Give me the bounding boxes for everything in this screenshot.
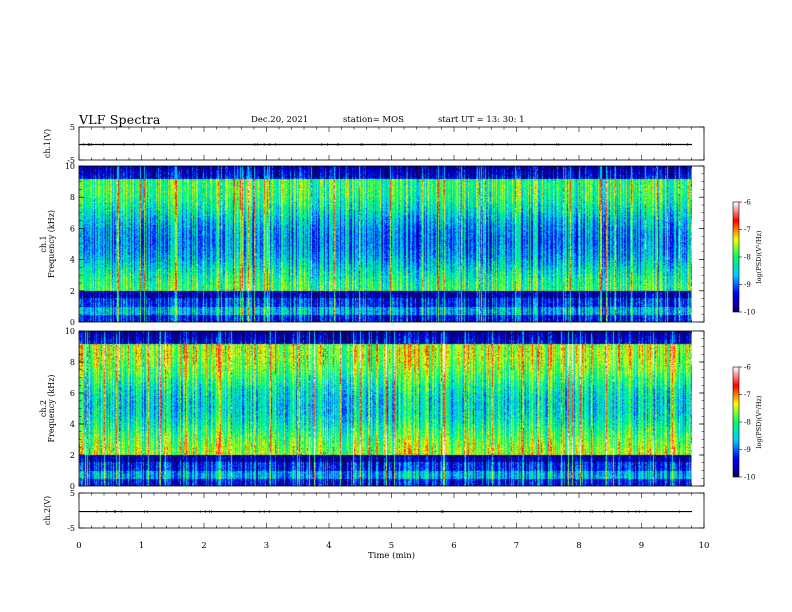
colorbar-tick-label: -6 <box>744 199 751 207</box>
x-tick-label: 0 <box>76 541 81 551</box>
colorbar-tick-label: -8 <box>744 254 751 262</box>
y-tick-label: 10 <box>65 327 75 336</box>
y-tick-label: 2 <box>70 287 75 296</box>
y-tick-label: 0 <box>70 482 75 491</box>
y-axis-label: ch.2(V) <box>43 496 52 525</box>
station-label: station= MOS <box>343 115 404 125</box>
x-tick-label: 2 <box>201 541 206 551</box>
x-tick-label: 8 <box>576 541 581 551</box>
y-tick-label: 5 <box>70 123 75 132</box>
colorbar-tick-label: -8 <box>744 419 751 427</box>
y-tick-label: 8 <box>70 358 75 367</box>
y-tick-label: 10 <box>65 162 75 171</box>
panel-frame <box>78 492 705 529</box>
colorbar-tick-label: -9 <box>744 446 751 454</box>
y-axis-label: ch.1 <box>39 235 48 252</box>
colorbar-gradient <box>733 202 739 312</box>
spectrogram-ch1 <box>79 166 692 322</box>
y-tick-label: 2 <box>70 451 75 460</box>
y-tick-label: 4 <box>70 420 75 429</box>
x-tick-label: 3 <box>264 541 269 551</box>
colorbar-tick-label: -6 <box>744 364 751 372</box>
y-tick-label: 8 <box>70 193 75 202</box>
x-tick-label: 10 <box>699 541 710 551</box>
y-tick-label: 0 <box>70 318 75 327</box>
x-tick-label: 1 <box>139 541 144 551</box>
x-tick-label: 4 <box>326 541 331 551</box>
colorbar-label: log(PSD)(V²/Hz) <box>755 230 763 283</box>
x-tick-label: 9 <box>639 541 644 551</box>
x-axis-label: Time (min) <box>368 550 415 561</box>
spectrogram-ch2 <box>79 331 692 486</box>
y-tick-label: -5 <box>67 156 75 165</box>
y-axis-label: ch.1(V) <box>43 129 52 158</box>
colorbar-tick-label: -9 <box>744 281 751 289</box>
y-tick-label: -5 <box>67 524 75 533</box>
colorbar-tick-label: -10 <box>744 309 755 317</box>
colorbar-tick-label: -10 <box>744 474 755 482</box>
y-tick-label: 6 <box>70 389 75 398</box>
colorbar-tick-label: -7 <box>744 226 751 234</box>
y-axis-label: ch.2 <box>39 400 48 417</box>
colorbar-tick-label: -7 <box>744 391 751 399</box>
colorbar-gradient <box>733 367 739 477</box>
y-axis-label: Frequency (kHz) <box>47 210 56 278</box>
start-time-label: start UT = 13: 30: 1 <box>438 115 525 125</box>
colorbar-label: log(PSD)(V²/Hz) <box>755 395 763 448</box>
y-tick-label: 4 <box>70 256 75 265</box>
y-axis-label: Frequency (kHz) <box>47 374 56 442</box>
chart-title: VLF Spectra <box>79 112 161 127</box>
y-tick-label: 6 <box>70 224 75 233</box>
y-tick-label: 5 <box>70 489 75 498</box>
x-tick-label: 7 <box>514 541 519 551</box>
date-label: Dec.20, 2021 <box>251 115 309 125</box>
x-tick-label: 6 <box>451 541 456 551</box>
x-tick-label: 5 <box>389 541 394 551</box>
